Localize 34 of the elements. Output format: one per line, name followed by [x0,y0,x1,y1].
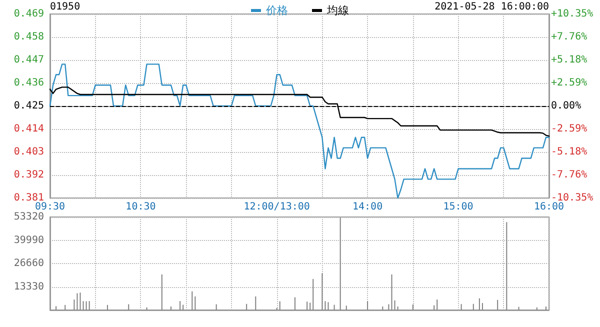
y-tick-label: 0.414 [14,124,44,134]
legend-label: 价格 [265,4,288,17]
y-tick-label: 0.436 [14,78,44,88]
x-tick-label: 16:00 [534,202,564,212]
y2-tick-label: -2.59% [551,124,588,135]
y2-tick-label: -10.35% [551,192,594,204]
x-tick-label: 09:30 [34,202,66,212]
y2-tick-label: +10.35% [551,8,594,20]
y-tick-label: 0.425 [14,100,44,112]
line-series [49,86,550,137]
y2-tick-label: -7.76% [551,169,588,180]
y-tick-label: 53320 [14,212,44,222]
text: 2021-05-28 16:00:00 [434,2,549,12]
y-tick-label: 0.403 [14,146,44,158]
text: 01950 [50,2,80,12]
y2-tick-label: +5.18% [551,54,588,66]
y2-tick-label: -5.18% [551,146,588,158]
x-tick-label: 12:00/13:00 [244,202,310,212]
legend-label: 均線 [326,4,349,17]
x-tick-label: 15:00 [443,202,474,212]
y-tick-label: 13330 [14,281,44,292]
x-tick-label: 10:30 [126,202,156,212]
y-tick-label: 26660 [14,258,44,269]
y-tick-label: 39990 [14,234,44,246]
y-tick-label: 0.458 [14,32,44,42]
y-tick-label: 0.469 [14,8,44,20]
y-tick-label: 0.381 [14,192,44,204]
x-tick-label: 14:00 [352,202,383,212]
y-tick-label: 0.392 [14,170,44,180]
y2-tick-label: +7.76% [551,32,588,43]
y-tick-label: 0.447 [14,54,44,66]
y2-tick-label: 0.00% [551,100,582,112]
line-series [49,64,550,199]
y2-tick-label: +2.59% [551,77,588,88]
